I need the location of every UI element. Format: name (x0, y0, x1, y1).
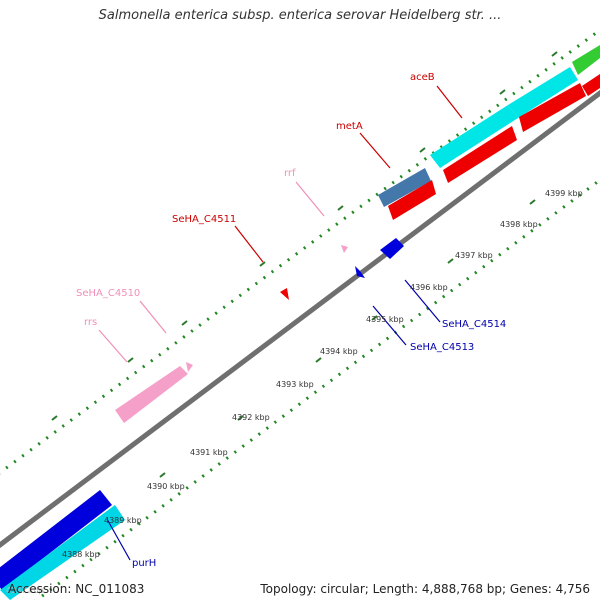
gene-label-SeHA_C4513: SeHA_C4513 (410, 342, 474, 353)
cds-block-blue-1 (0, 490, 112, 590)
tick-label-4397: 4397 kbp (455, 251, 493, 260)
tick-label-4387: 4387 kbp (6, 586, 44, 595)
gene-label-rrs: rrs (84, 317, 97, 328)
gene-labels: aceB metA rrf SeHA_C4511 SeHA_C4510 rrs … (76, 72, 506, 569)
cyan-feature-2 (508, 67, 578, 118)
gene-label-SeHA_C4514: SeHA_C4514 (442, 319, 506, 330)
SeHA_C4513-feature (355, 266, 365, 278)
accession-text: Accession: NC_011083 (8, 582, 145, 596)
rrs-feature (115, 366, 188, 423)
map-title: Salmonella enterica subsp. enterica sero… (98, 8, 502, 23)
genome-backbone (0, 89, 600, 549)
tick-label-4388: 4388 kbp (62, 550, 100, 559)
gene-label-aceB: aceB (410, 72, 435, 83)
cds-block-cyan-1 (0, 505, 125, 600)
gene-label-metA: metA (336, 121, 363, 132)
tick-label-4393: 4393 kbp (276, 380, 314, 389)
ruler-labels: 4387 kbp 4388 kbp 4389 kbp 4390 kbp 4391… (6, 189, 583, 595)
tick-label-4390: 4390 kbp (147, 482, 185, 491)
tick-label-4395: 4395 kbp (366, 315, 404, 324)
rrf-feature (341, 245, 348, 253)
reverse-strand-features (0, 490, 125, 600)
tick-label-4398: 4398 kbp (500, 220, 538, 229)
rrs-feature-arrow (186, 362, 193, 372)
tick-label-4389: 4389 kbp (104, 516, 142, 525)
genome-summary-text: Topology: circular; Length: 4,888,768 bp… (260, 582, 590, 596)
track-ticks (51, 51, 558, 536)
gene-label-purH: purH (132, 558, 156, 569)
gene-label-SeHA_C4510: SeHA_C4510 (76, 288, 140, 299)
tick-label-4396: 4396 kbp (410, 283, 448, 292)
forward-strand-features (115, 45, 600, 423)
SeHA_C4514-feature (380, 238, 404, 259)
outer-dotted-track (0, 28, 600, 475)
cyan-feature-1 (430, 105, 518, 168)
tick-label-4391: 4391 kbp (190, 448, 228, 457)
red-feature-1 (443, 126, 517, 183)
gene-label-rrf: rrf (284, 168, 296, 179)
tick-label-4394: 4394 kbp (320, 347, 358, 356)
green-feature (572, 45, 600, 75)
red-feature-2 (519, 83, 586, 132)
label-leaders (98, 85, 463, 561)
gene-label-SeHA_C4511: SeHA_C4511 (172, 214, 236, 225)
tick-label-4392: 4392 kbp (232, 413, 270, 422)
SeHA_C4511-feature (280, 288, 289, 300)
tick-label-4399: 4399 kbp (545, 189, 583, 198)
metA-cds (388, 180, 436, 220)
red-feature-3 (582, 74, 600, 96)
metA-gene (378, 168, 431, 207)
